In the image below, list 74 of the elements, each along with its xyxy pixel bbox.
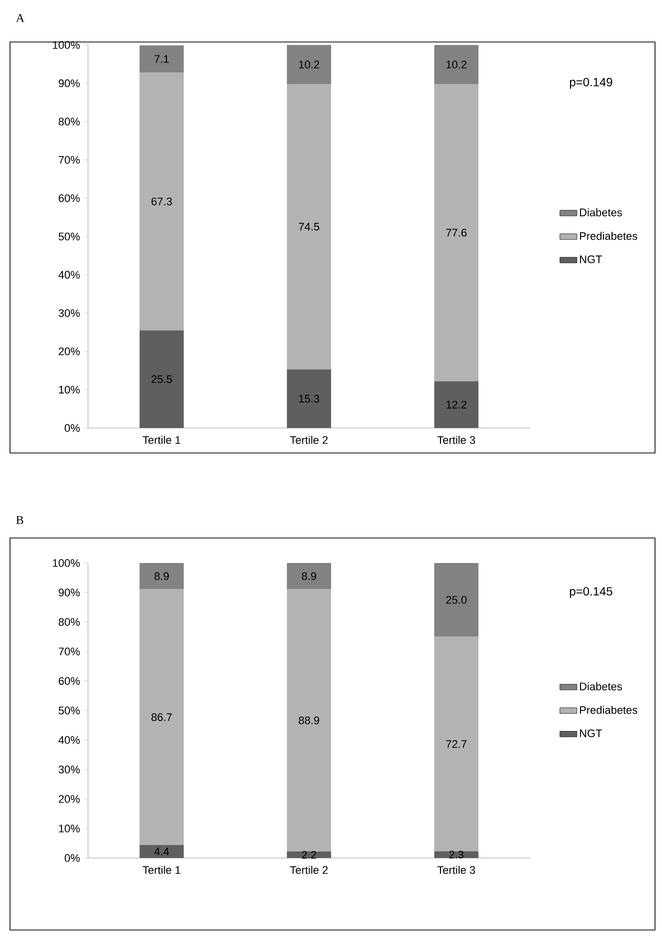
bar <box>140 330 184 428</box>
bar <box>434 851 478 858</box>
y-tick-label: 70% <box>58 648 80 656</box>
bar <box>286 369 332 428</box>
data-label: 2.2 <box>302 850 316 859</box>
annotation: p=0.149 <box>570 78 612 89</box>
legend-label: NGT <box>580 255 602 264</box>
y-tick-label: 100% <box>52 41 80 49</box>
y-tick-label: 60% <box>58 677 80 685</box>
data-label: 10.2 <box>446 60 466 68</box>
bar <box>140 845 184 858</box>
data-label: 15.3 <box>299 394 320 403</box>
y-tick-label: 80% <box>58 118 80 126</box>
bar <box>286 44 332 84</box>
data-label: 12.2 <box>446 400 466 408</box>
y-tick-label: 70% <box>58 156 80 164</box>
y-tick-label: 20% <box>58 348 80 356</box>
bar <box>140 45 184 73</box>
x-tick-label: Tertile 1 <box>142 436 180 444</box>
data-label: 88.9 <box>298 716 320 724</box>
data-label: 67.3 <box>152 198 172 206</box>
legend-label: Diabetes <box>580 682 622 690</box>
bar <box>286 562 332 590</box>
y-tick-label: 50% <box>58 232 80 240</box>
y-tick-label: 10% <box>59 824 80 832</box>
chart-title: B <box>16 516 24 524</box>
data-label: 8.9 <box>154 572 169 580</box>
bar <box>286 852 332 858</box>
bar <box>434 381 478 428</box>
y-tick-label: 80% <box>58 618 80 626</box>
bar <box>286 84 332 370</box>
bar <box>434 562 478 637</box>
x-tick-label: Tertile 2 <box>290 866 328 874</box>
y-tick-label: 60% <box>58 194 80 202</box>
y-tick-label: 30% <box>58 766 80 774</box>
legend-label: NGT <box>580 729 602 738</box>
y-tick-label: 0% <box>64 424 80 432</box>
y-tick-label: 30% <box>58 309 80 317</box>
legend-label: Prediabetes <box>580 232 638 240</box>
chart-title: A <box>16 14 24 22</box>
x-tick-label: Tertile 3 <box>437 866 476 874</box>
data-label: 8.9 <box>302 572 316 580</box>
x-tick-label: Tertile 3 <box>437 436 476 444</box>
data-label: 25.5 <box>152 375 172 384</box>
y-tick-label: 40% <box>58 270 80 279</box>
data-label: 7.1 <box>154 55 169 63</box>
data-label: 77.6 <box>446 228 467 237</box>
data-label: 86.7 <box>151 713 172 722</box>
y-tick-label: 90% <box>58 588 80 596</box>
y-tick-label: 0% <box>64 854 80 862</box>
x-tick-label: Tertile 2 <box>290 436 328 444</box>
bar <box>434 84 478 382</box>
data-label: 10.2 <box>299 60 320 68</box>
y-tick-label: 10% <box>59 386 80 394</box>
data-label: 25.0 <box>446 596 467 604</box>
y-tick-label: 50% <box>58 706 80 714</box>
bar <box>434 44 478 84</box>
data-label: 74.5 <box>298 222 320 231</box>
legend-label: Prediabetes <box>580 706 638 714</box>
y-tick-label: 40% <box>58 736 80 744</box>
bar <box>434 636 478 852</box>
data-label: 72.7 <box>446 740 466 748</box>
y-tick-label: 90% <box>58 79 80 88</box>
text: p=0.145 <box>570 587 612 598</box>
legend-label: Diabetes <box>580 208 622 216</box>
bar <box>140 72 184 330</box>
x-tick-label: Tertile 1 <box>142 866 180 874</box>
data-label: 4.4 <box>154 848 169 856</box>
y-tick-label: 100% <box>52 559 80 567</box>
bar <box>140 562 184 590</box>
bar <box>286 589 332 852</box>
data-label: 2.3 <box>449 850 464 858</box>
bar <box>140 589 184 846</box>
y-tick-label: 20% <box>58 795 80 803</box>
